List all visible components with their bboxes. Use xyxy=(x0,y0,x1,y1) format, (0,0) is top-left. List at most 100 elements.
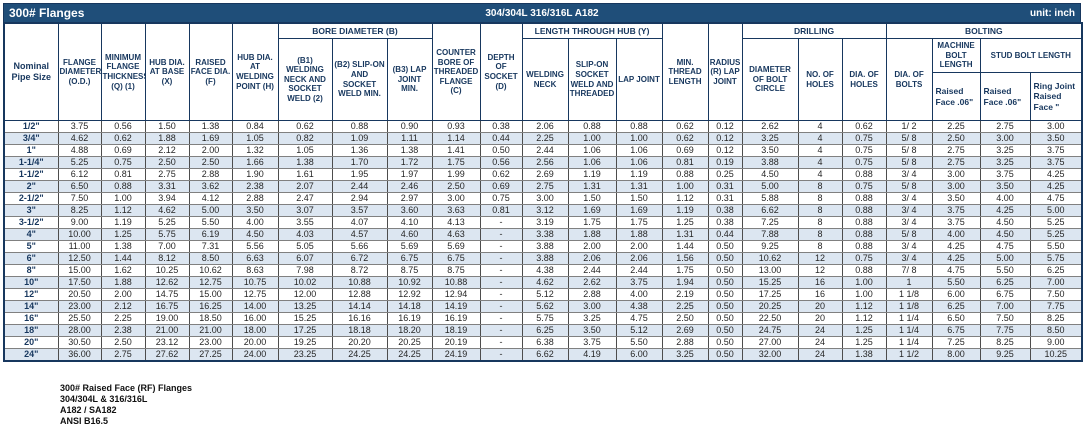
value-cell: 7.88 xyxy=(741,228,799,241)
value-cell: 23.00 xyxy=(188,336,233,349)
value-cell: 0.31 xyxy=(707,180,743,193)
value-cell: 1 1/4 xyxy=(885,324,933,337)
value-cell: 2.50 xyxy=(144,156,190,169)
value-cell: 2.00 xyxy=(100,288,146,301)
value-cell: 0.62 xyxy=(661,120,709,133)
value-cell: 17.50 xyxy=(57,276,102,289)
value-cell: 3.88 xyxy=(521,252,569,265)
value-cell: 1.50 xyxy=(144,120,190,133)
value-cell: 7.00 xyxy=(144,240,190,253)
value-cell: 4.12 xyxy=(188,192,233,205)
col-header-b3-lap-joint: (B3) LAP JOINT MIN. xyxy=(386,38,433,121)
value-cell: 1.70 xyxy=(331,156,388,169)
value-cell: 5/ 8 xyxy=(885,180,933,193)
value-cell: 18.20 xyxy=(386,324,433,337)
value-cell: 18.18 xyxy=(331,324,388,337)
value-cell: 8.63 xyxy=(231,264,279,277)
col-header-machine-raised-face: Raised Face .06" xyxy=(931,72,981,121)
value-cell: 3.50 xyxy=(931,192,981,205)
value-cell: 4.75 xyxy=(931,264,981,277)
value-cell: 4.57 xyxy=(331,228,388,241)
value-cell: 6.75 xyxy=(979,288,1031,301)
value-cell: 2.94 xyxy=(331,192,388,205)
value-cell: 0.75 xyxy=(841,180,887,193)
pipe-size-cell: 12" xyxy=(3,288,59,301)
value-cell: 1.69 xyxy=(615,204,663,217)
value-cell: 8.72 xyxy=(331,264,388,277)
value-cell: 0.88 xyxy=(841,204,887,217)
value-cell: 1.19 xyxy=(615,168,663,181)
value-cell: 4.25 xyxy=(1029,180,1083,193)
value-cell: 5.56 xyxy=(231,240,279,253)
value-cell: - xyxy=(479,264,523,277)
value-cell: 2.75 xyxy=(979,120,1031,133)
value-cell: 0.88 xyxy=(841,192,887,205)
value-cell: 8 xyxy=(797,192,843,205)
value-cell: 4.38 xyxy=(615,300,663,313)
value-cell: 1.50 xyxy=(567,192,617,205)
value-cell: 0.88 xyxy=(841,216,887,229)
value-cell: 0.88 xyxy=(841,228,887,241)
col-header-no-of-holes: NO. OF HOLES xyxy=(797,38,843,121)
value-cell: 1.50 xyxy=(615,192,663,205)
value-cell: 1.12 xyxy=(841,312,887,325)
value-cell: 8 xyxy=(797,204,843,217)
value-cell: 3.62 xyxy=(188,180,233,193)
value-cell: 1.88 xyxy=(100,276,146,289)
value-cell: - xyxy=(479,288,523,301)
value-cell: 7.25 xyxy=(741,216,799,229)
value-cell: 3.75 xyxy=(979,168,1031,181)
value-cell: 5.50 xyxy=(188,216,233,229)
value-cell: 1.88 xyxy=(144,132,190,145)
value-cell: 20.19 xyxy=(431,336,481,349)
col-header-flange-diameter: FLANGE DIAMETER (O.D.) xyxy=(57,22,102,121)
value-cell: 9.25 xyxy=(979,348,1031,362)
value-cell: - xyxy=(479,300,523,313)
value-cell: 1.38 xyxy=(188,120,233,133)
col-header-counter-bore: COUNTER BORE OF THREADED FLANGE (C) xyxy=(431,22,481,121)
value-cell: 0.88 xyxy=(841,264,887,277)
value-cell: 3/ 4 xyxy=(885,168,933,181)
col-header-dia-of-bolts: DIA. OF BOLTS xyxy=(885,38,933,121)
col-header-min-thread-length: MIN. THREAD LENGTH xyxy=(661,22,709,121)
value-cell: 4 xyxy=(797,144,843,157)
value-cell: 5.88 xyxy=(741,192,799,205)
value-cell: 1.06 xyxy=(615,156,663,169)
value-cell: - xyxy=(479,228,523,241)
value-cell: 3.88 xyxy=(741,156,799,169)
value-cell: 18.00 xyxy=(231,324,279,337)
value-cell: 19.00 xyxy=(144,312,190,325)
value-cell: 2.50 xyxy=(931,132,981,145)
value-cell: 0.19 xyxy=(707,156,743,169)
value-cell: 2.25 xyxy=(100,312,146,325)
value-cell: 21.00 xyxy=(144,324,190,337)
value-cell: 25.50 xyxy=(57,312,102,325)
value-cell: 2.50 xyxy=(661,312,709,325)
value-cell: 27.62 xyxy=(144,348,190,362)
value-cell: 1.88 xyxy=(567,228,617,241)
value-cell: 20.25 xyxy=(741,300,799,313)
col-header-hub-dia-base: HUB DIA. AT BASE (X) xyxy=(144,22,190,121)
value-cell: 8.75 xyxy=(431,264,481,277)
value-cell: 0.50 xyxy=(707,276,743,289)
value-cell: 3.25 xyxy=(741,132,799,145)
value-cell: 2.75 xyxy=(144,168,190,181)
value-cell: - xyxy=(479,312,523,325)
note-line: ANSI B16.5 xyxy=(60,416,109,426)
value-cell: 6.75 xyxy=(931,324,981,337)
value-cell: 16.19 xyxy=(431,312,481,325)
value-cell: 5.75 xyxy=(144,228,190,241)
value-cell: 1.25 xyxy=(661,216,709,229)
value-cell: 24 xyxy=(797,348,843,362)
value-cell: 6.00 xyxy=(931,288,981,301)
value-cell: 5.00 xyxy=(1029,204,1083,217)
value-cell: 20 xyxy=(797,312,843,325)
value-cell: 2.44 xyxy=(567,264,617,277)
value-cell: 2.44 xyxy=(615,264,663,277)
value-cell: 4.88 xyxy=(57,144,102,157)
value-cell: 0.50 xyxy=(707,300,743,313)
value-cell: - xyxy=(479,324,523,337)
pipe-size-cell: 1-1/4" xyxy=(3,156,59,169)
value-cell: 6.25 xyxy=(521,324,569,337)
value-cell: 0.50 xyxy=(707,348,743,362)
